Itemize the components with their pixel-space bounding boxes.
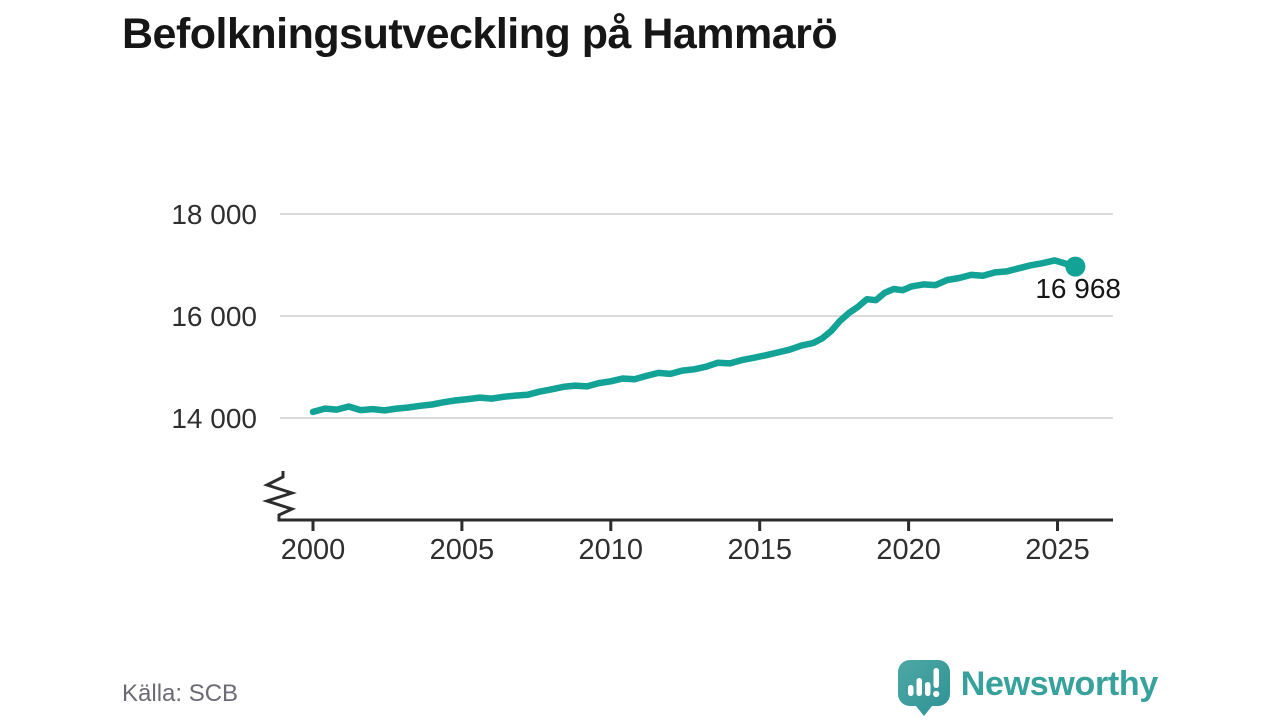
y-tick-label-16000: 16 000 <box>171 301 257 332</box>
x-tick-label-2015: 2015 <box>727 534 792 566</box>
newsworthy-wordmark: Newsworthy <box>960 664 1159 703</box>
newsworthy-icon <box>897 660 950 716</box>
x-tick-label-2005: 2005 <box>430 534 495 566</box>
end-value-label: 16 968 <box>1035 273 1121 304</box>
x-tick-label-2010: 2010 <box>579 534 644 566</box>
y-tick-label-14000: 14 000 <box>171 403 257 434</box>
newsworthy-logo: Newsworthy <box>896 658 1158 718</box>
x-tick-label-2025: 2025 <box>1025 534 1090 566</box>
x-axis-with-break <box>262 471 1113 522</box>
y-tick-label-18000: 18 000 <box>171 199 257 230</box>
chart-title: Befolkningsutveckling på Hammarö <box>122 10 838 58</box>
x-tick-label-2000: 2000 <box>281 534 346 566</box>
end-point-marker <box>1065 256 1086 277</box>
population-line <box>309 257 1079 416</box>
x-tick-label-2020: 2020 <box>876 534 941 566</box>
source-note: Källa: SCB <box>122 680 239 707</box>
